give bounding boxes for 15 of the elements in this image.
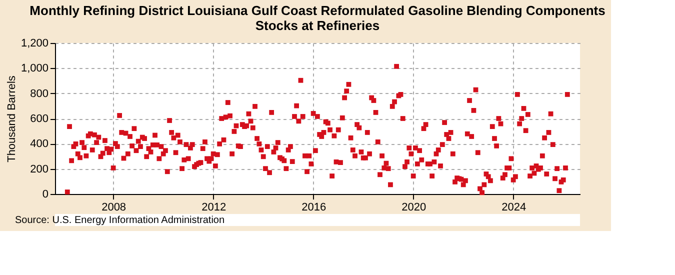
source-note: Source: U.S. Energy Information Administration (15, 215, 225, 226)
y-tick-label: 400 (30, 138, 48, 150)
y-tick-label: 1,200 (20, 38, 48, 50)
y-tick-label: 0 (42, 188, 48, 200)
y-axis-title: Thousand Barrels (6, 75, 18, 162)
y-tick-label: 600 (30, 113, 48, 125)
y-tick-label: 800 (30, 88, 48, 100)
x-tick-label: 2008 (102, 202, 126, 214)
x-tick-label: 2020 (402, 202, 426, 214)
x-tick-label: 2012 (202, 202, 226, 214)
y-tick-label: 200 (30, 163, 48, 176)
y-tick-label: 1,000 (20, 62, 48, 75)
x-tick-label: 2016 (302, 202, 326, 214)
x-tick-label: 2024 (502, 202, 526, 214)
chart-title: Monthly Refining District Louisiana Gulf Coast Reformulated Gasoline Blending Components Stocks at Refineries (30, 3, 606, 33)
